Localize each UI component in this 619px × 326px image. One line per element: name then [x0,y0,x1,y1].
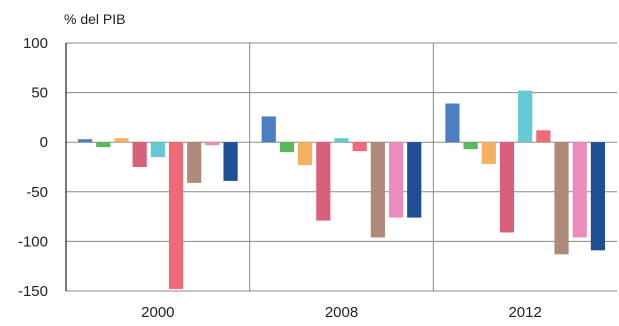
bar-2000-5 [150,142,165,158]
bar-2000-3 [114,138,129,143]
bar-2012-1 [445,103,460,143]
bar-2000-9 [223,142,238,181]
bar-2012-6 [536,130,551,143]
gridlines [66,42,617,292]
bar-2012-7 [554,142,569,255]
y-axis-ticks: 100 50 0 -50 -100 -150 [18,35,48,300]
bar-2000-6 [168,142,184,290]
bar-2012-4 [499,142,515,233]
bar-2008-8 [388,142,404,218]
bar-2008-9 [407,142,422,218]
x-tick-label: 2000 [141,304,174,321]
bar-2008-3 [298,142,313,166]
bar-2000-2 [96,142,111,148]
bar-2000-8 [205,142,220,146]
x-tick-label: 2012 [508,304,541,321]
y-tick-label: -50 [26,184,48,201]
bar-2008-2 [279,142,295,153]
bar-2012-8 [572,142,587,238]
y-tick-label: 0 [40,134,48,151]
bar-2012-2 [463,142,478,150]
bar-2000-1 [78,139,93,143]
bar-2008-4 [316,142,331,221]
y-tick-label: -100 [18,233,48,250]
y-tick-label: 50 [31,85,48,102]
bar-2012-9 [590,142,605,251]
bar-2000-7 [187,142,202,183]
bar-2000-4 [132,142,147,167]
x-axis-ticks: 2000 2008 2012 [141,304,542,321]
y-tick-label: -150 [18,283,48,300]
bar-2008-5 [334,138,349,143]
bar-2008-6 [352,142,367,152]
x-tick-label: 2008 [325,304,358,321]
bar-2012-3 [481,142,496,165]
y-tick-label: 100 [23,35,48,52]
bar-2008-1 [261,116,276,143]
bar-2008-7 [370,142,385,238]
bar-2012-5 [518,90,533,143]
y-axis-unit-label: % del PIB [64,11,125,27]
bar-series [78,90,605,290]
